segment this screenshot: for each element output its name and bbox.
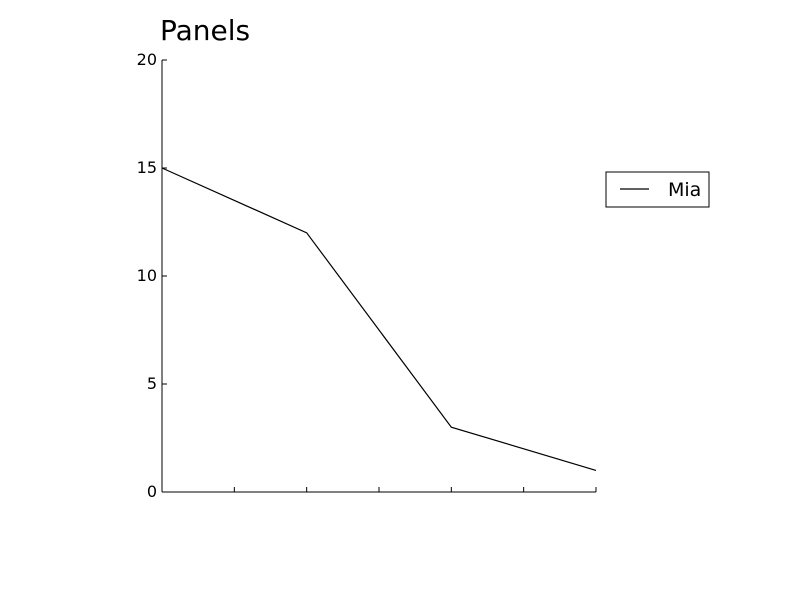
y-tick-label: 5 (147, 374, 157, 393)
y-tick-label: 0 (147, 482, 157, 501)
series-line-mia (161, 167, 597, 471)
legend: Mia (605, 171, 710, 208)
plot-area (161, 167, 597, 471)
y-tick-label: 20 (137, 50, 157, 69)
chart-title: Panels (160, 14, 250, 47)
legend-label: Mia (668, 179, 701, 201)
y-tick-label: 10 (137, 266, 157, 285)
y-tick-label: 15 (137, 158, 157, 177)
axes: 0 5 10 15 20 (137, 50, 597, 501)
